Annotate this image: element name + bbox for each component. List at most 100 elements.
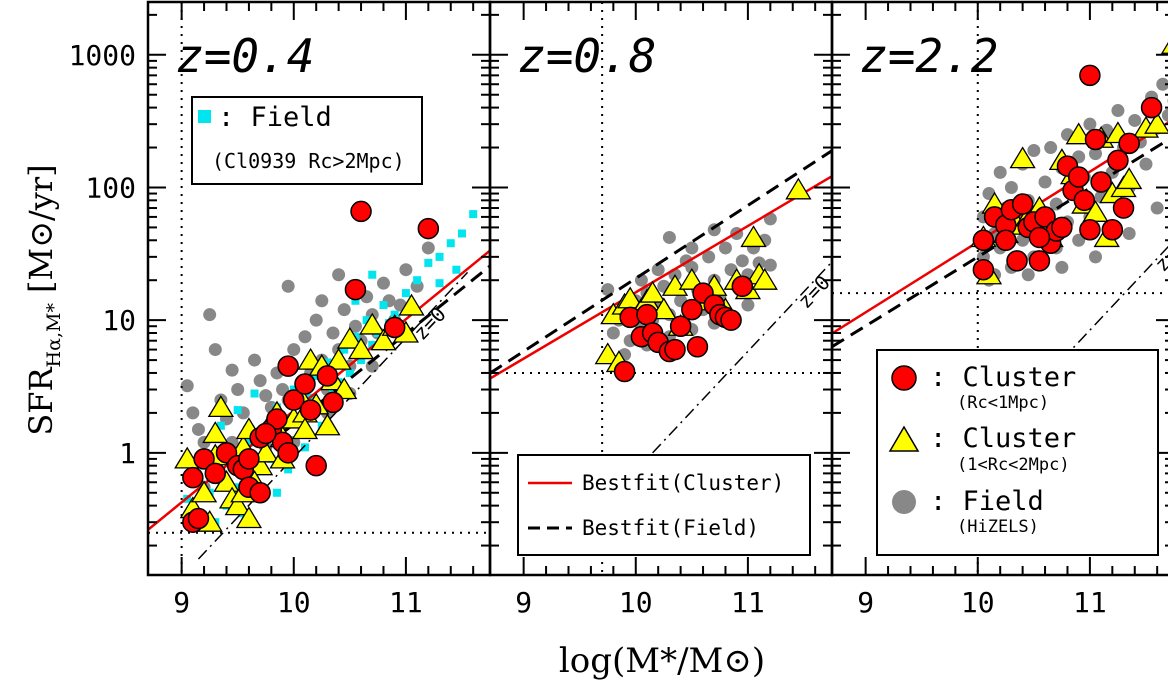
cluster-outer-point	[1160, 42, 1168, 54]
field-hizels-point	[287, 343, 301, 357]
cluster-inner-point	[316, 365, 339, 387]
field-hizels-point	[1004, 180, 1018, 194]
legend-field-cl0939: : Field (Cl0939 Rc>2Mpc)	[191, 96, 423, 185]
x-tick-label: 11	[1073, 586, 1107, 619]
x-tick-label: 11	[389, 586, 423, 619]
field-hizels-point	[276, 383, 290, 397]
cluster-inner-point	[731, 275, 754, 298]
field-hizels-point	[1122, 226, 1136, 240]
y-tick-label: 1000	[69, 39, 136, 72]
field-hizels-point	[337, 303, 351, 317]
field-hizels-point	[1111, 104, 1125, 118]
cluster-inner-point	[294, 373, 316, 395]
cluster-inner-point	[254, 422, 277, 445]
field-hizels-point	[1038, 175, 1052, 189]
field-hizels-point	[1021, 268, 1035, 282]
field-cl0939-point	[435, 252, 444, 261]
x-tick-label: 10	[961, 586, 995, 619]
cluster-inner-point	[1073, 189, 1096, 212]
z0-relation-line	[652, 261, 832, 454]
field-hizels-point	[1072, 233, 1086, 247]
field-cl0939-point	[368, 340, 377, 349]
cluster-inner-point	[1028, 226, 1051, 249]
cluster-inner-point	[613, 360, 636, 383]
field-hizels-point	[1089, 250, 1103, 264]
legend-field-hizels-sublabel: (HiZELS)	[957, 517, 1039, 537]
cluster-inner-point	[283, 389, 305, 411]
field-hizels-point	[225, 363, 239, 377]
cluster-inner-point	[1118, 132, 1140, 155]
cluster-inner-point	[299, 399, 322, 421]
field-hizels-point	[1161, 108, 1168, 122]
legend-samples: : Cluster (Rc<1Mpc) : Cluster (1<Rc<2Mpc…	[876, 349, 1159, 556]
field-hizels-point	[186, 406, 200, 420]
cluster-outer-point	[202, 421, 229, 444]
legend-field-sublabel: (Cl0939 Rc>2Mpc)	[212, 149, 405, 173]
cluster-inner-point	[305, 454, 327, 477]
cluster-outer-point	[398, 293, 425, 316]
legend-gray-circle-marker	[892, 490, 916, 514]
field-cl0939-point	[362, 316, 371, 325]
cluster-inner-point	[266, 408, 288, 430]
field-cl0939-point	[357, 356, 366, 365]
legend-field-label: : Field	[218, 102, 332, 133]
cluster-outer-point	[661, 274, 689, 296]
panel-2-plot-area	[490, 2, 832, 575]
cluster-outer-point	[1009, 146, 1036, 169]
cluster-outer-point	[291, 417, 319, 440]
field-hizels-point	[718, 241, 732, 255]
cluster-inner-point	[277, 355, 299, 377]
cluster-inner-point	[1084, 128, 1107, 151]
field-hizels-point	[309, 313, 323, 327]
legend-cluster-inner-label: : Cluster	[930, 362, 1076, 393]
field-cl0939-point	[284, 465, 293, 474]
legend-bestfit-cluster-label: Bestfit(Cluster)	[582, 471, 784, 495]
cluster-outer-point	[751, 267, 778, 290]
cluster-outer-point	[207, 395, 235, 418]
field-cl0939-point	[401, 289, 410, 298]
cluster-inner-point	[1034, 206, 1056, 228]
field-hizels-point	[348, 319, 362, 333]
bestfit-cluster-line	[490, 175, 832, 380]
field-cl0939-point	[435, 279, 444, 288]
cluster-outer-point	[594, 342, 621, 365]
field-hizels-point	[326, 326, 340, 340]
field-hizels-point	[1083, 117, 1097, 131]
cluster-inner-point	[322, 391, 344, 414]
cluster-outer-point	[252, 440, 279, 463]
legend-bestfit: Bestfit(Cluster) Bestfit(Field)	[517, 454, 811, 556]
cluster-inner-point	[383, 316, 406, 339]
field-hizels-point	[741, 298, 755, 312]
field-cl0939-point	[272, 488, 281, 497]
field-hizels-point	[253, 374, 267, 388]
field-hizels-point	[231, 383, 245, 397]
field-hizels-point	[376, 276, 390, 290]
cluster-outer-point	[785, 177, 812, 200]
field-cl0939-point	[250, 389, 259, 398]
cluster-inner-point	[669, 315, 692, 337]
x-tick-label: 10	[277, 586, 311, 619]
field-cl0939-point	[452, 265, 461, 274]
cluster-inner-point	[204, 462, 227, 485]
field-cl0939-point	[368, 270, 377, 279]
cluster-inner-point	[664, 338, 686, 361]
x-tick-label: 10	[619, 586, 653, 619]
cluster-outer-point	[650, 297, 677, 320]
cluster-inner-point	[417, 217, 440, 240]
cluster-inner-point	[972, 258, 995, 281]
cluster-outer-point	[224, 493, 251, 516]
y-tick-label: 100	[85, 171, 136, 204]
field-hizels-point	[1055, 260, 1069, 274]
field-cl0939-point	[233, 483, 242, 492]
field-cl0939-point	[351, 296, 360, 305]
field-cl0939-point	[300, 443, 309, 452]
field-hizels-point	[606, 326, 620, 340]
field-hizels-point	[1128, 113, 1142, 127]
legend-bestfit-field-label: Bestfit(Field)	[582, 516, 759, 540]
x-tick-label: 9	[173, 586, 190, 619]
cluster-inner-point	[249, 482, 271, 504]
field-hizels-point	[180, 379, 194, 393]
cluster-inner-point	[344, 278, 367, 301]
